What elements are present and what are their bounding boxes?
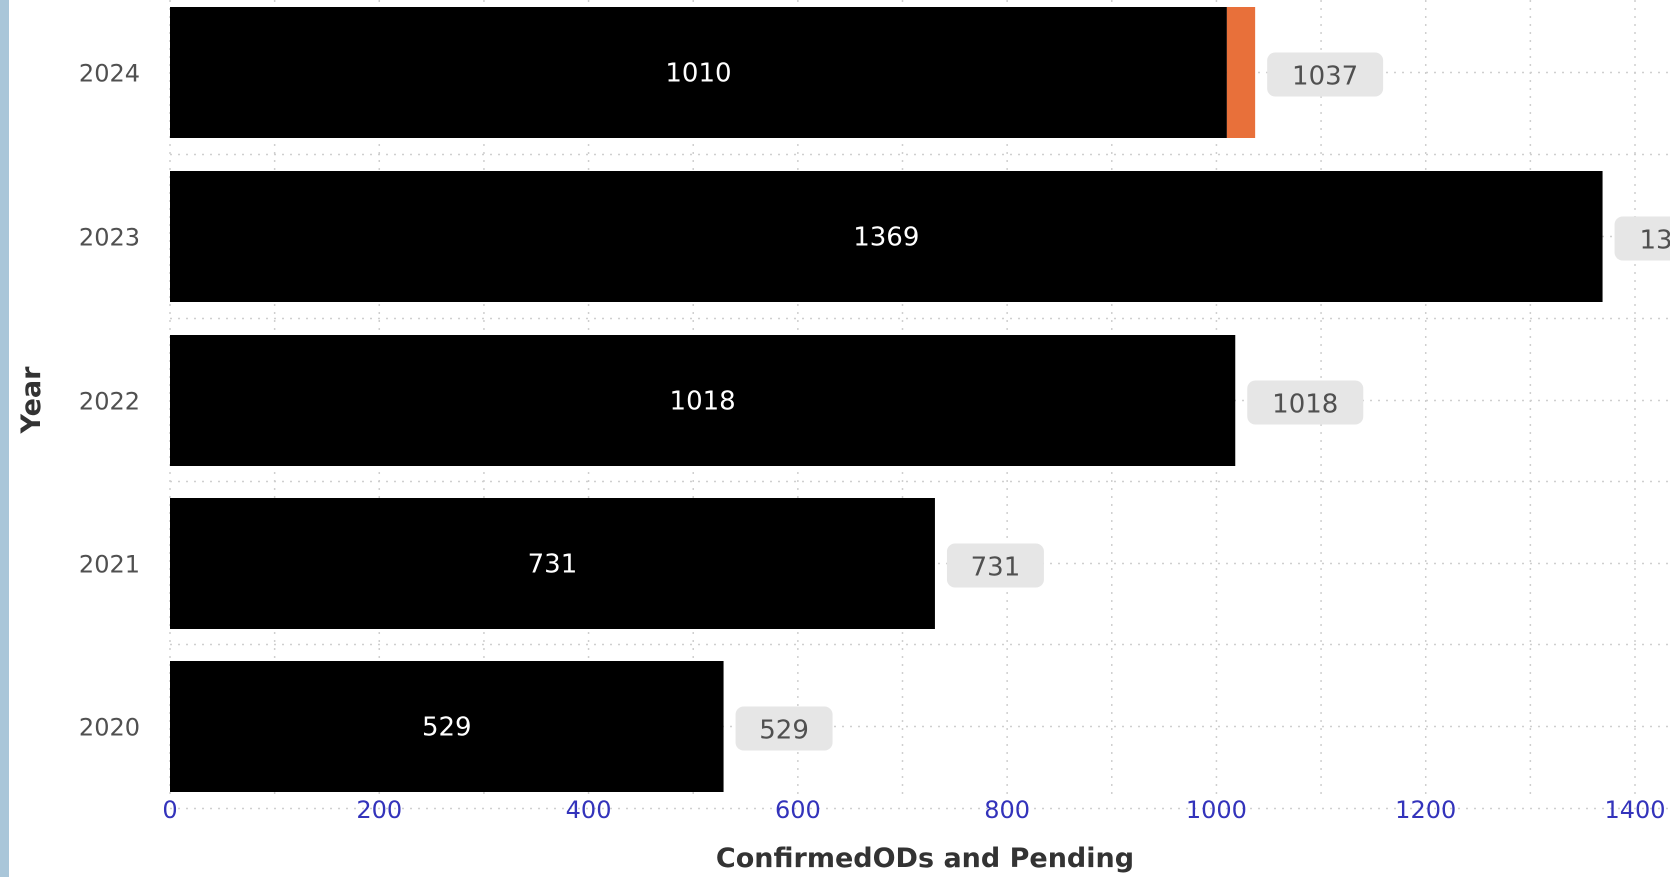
axes: ConfirmedODs and Pending Year 2024 2023 20… [16,60,1666,875]
y-tick-label: 2024 [79,60,140,88]
total-value-label: 1037 [1292,62,1358,92]
bar-value-label: 1010 [665,59,731,89]
total-label-box [1267,52,1384,97]
y-tick-label: 2021 [79,551,140,579]
total-label-box [735,706,833,751]
total-value-label: 1018 [1272,390,1338,420]
bar-confirmed-2022 [170,335,1236,466]
total-label-2023: 1369 [1614,216,1670,261]
y-tick-label: 2020 [79,714,140,742]
x-tick-label: 1400 [1604,796,1665,824]
bar-value-label: 1369 [853,223,919,253]
x-axis-title: ConfirmedODs and Pending [716,843,1134,874]
x-tick-label: 200 [356,796,402,824]
bar-confirmed-2023 [170,171,1603,302]
bar-confirmed-2021 [170,498,935,629]
total-label-2021: 731 [946,543,1044,588]
total-label-2020: 529 [735,706,833,751]
bar-confirmed-2024 [170,7,1227,138]
left-edge-strip [0,0,9,877]
data-labels: 1010 1037 1369 1369 1018 1018 731 731 529 529 [422,52,1670,751]
total-label-2024: 1037 [1267,52,1384,97]
x-tick-label: 1200 [1395,796,1456,824]
total-value-label: 1369 [1639,226,1670,256]
x-tick-label: 1000 [1186,796,1247,824]
x-tick-label: 800 [984,796,1030,824]
total-value-label: 731 [971,553,1021,583]
x-tick-label: 600 [775,796,821,824]
bar-value-label: 1018 [670,387,736,417]
total-value-label: 529 [759,716,809,746]
y-axis-title: Year [16,366,47,435]
bar-value-label: 731 [528,550,578,580]
total-label-box [1614,216,1670,261]
bar-pending-2024 [1226,7,1256,138]
x-tick-label: 400 [566,796,612,824]
total-label-box [946,543,1044,588]
bar-confirmed-2020 [170,661,724,792]
x-tick-label: 0 [162,796,177,824]
total-label-2022: 1018 [1247,380,1364,425]
bars [170,7,1603,792]
bar-value-label: 529 [422,713,472,743]
y-tick-label: 2023 [79,224,140,252]
total-label-box [1247,380,1364,425]
y-tick-label: 2022 [79,388,140,416]
